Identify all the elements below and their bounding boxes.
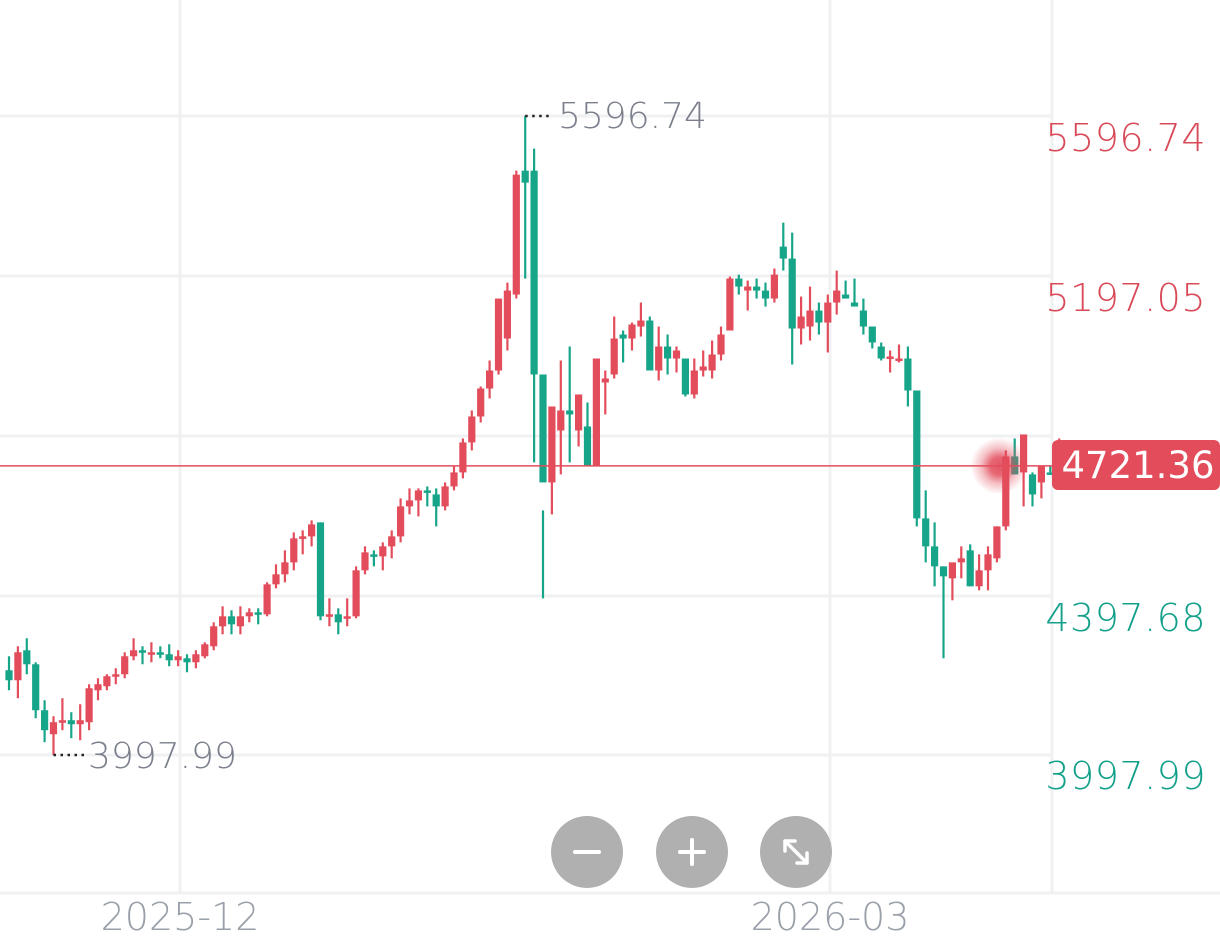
expand-arrows-icon — [783, 839, 809, 865]
zoom-in-button[interactable] — [656, 816, 728, 888]
y-axis-label-3: 4397.68 — [1045, 596, 1206, 640]
x-axis-label-dec: 2025-12 — [100, 895, 260, 939]
fullscreen-button[interactable] — [760, 816, 832, 888]
y-axis-label-4: 3997.99 — [1045, 754, 1206, 798]
plus-icon — [678, 838, 706, 866]
x-axis-label-mar: 2026-03 — [750, 895, 910, 939]
minus-icon — [573, 850, 601, 854]
low-marker-label: 3997.99 — [88, 736, 237, 777]
high-marker-label: 5596.74 — [558, 96, 707, 137]
y-axis-label-1: 5596.74 — [1045, 116, 1206, 160]
y-axis-label-2: 5197.05 — [1045, 276, 1206, 320]
live-price-pulse — [971, 437, 1027, 494]
zoom-out-button[interactable] — [551, 816, 623, 888]
current-price-tag: 4721.36 — [1052, 440, 1220, 490]
